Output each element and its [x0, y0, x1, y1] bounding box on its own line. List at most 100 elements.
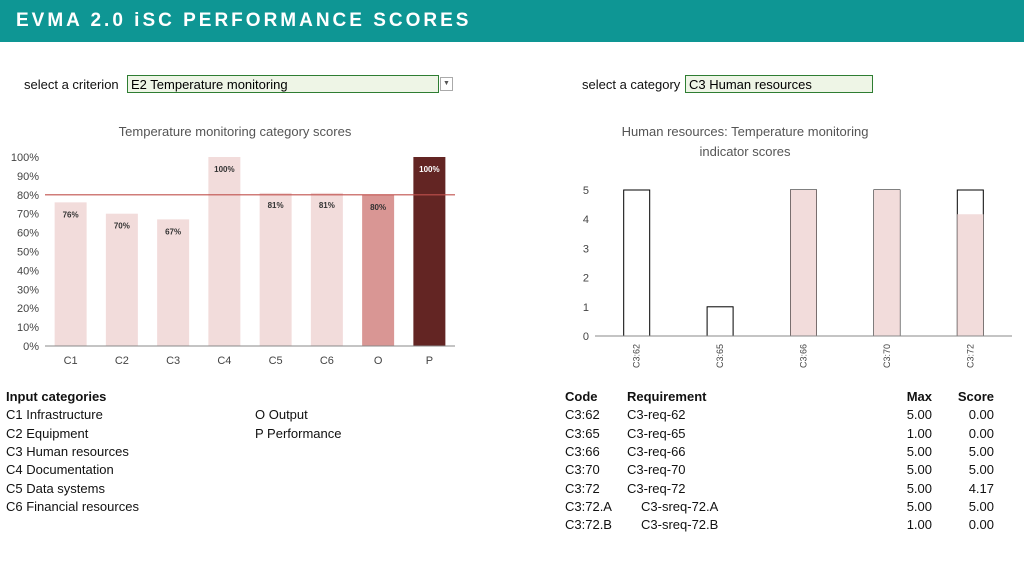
chart-title: Human resources: Temperature monitoring …: [621, 124, 869, 159]
x-tick-label: C1: [64, 355, 78, 367]
x-tick-label: C6: [320, 355, 334, 367]
page-title: EVMA 2.0 iSC PERFORMANCE SCORES: [16, 10, 472, 31]
x-tick-label: P: [426, 355, 433, 367]
data-label: 70%: [114, 222, 130, 231]
table-cell: C3-req-72: [627, 480, 686, 496]
bar: [623, 189, 651, 337]
y-tick-label: 5: [583, 185, 589, 197]
data-label: 100%: [214, 165, 234, 174]
bar: [957, 214, 984, 336]
x-tick-label: C4: [217, 355, 231, 367]
table-cell: C3-sreq-72.A: [641, 498, 719, 514]
table-cell: C3-req-70: [627, 462, 686, 478]
table-cell: C3:65: [565, 425, 600, 441]
table-header: Score: [957, 389, 994, 404]
table-header: Max: [906, 389, 932, 404]
table-cell: 5.00: [906, 407, 932, 423]
y-tick-label: 30%: [17, 284, 39, 296]
bar: [413, 157, 446, 346]
list-item: O Output: [255, 407, 308, 423]
y-tick-label: 0: [583, 331, 589, 343]
table-cell: C3:72.A: [565, 498, 612, 514]
data-label: 76%: [63, 210, 79, 219]
category-label: select a category: [582, 77, 681, 92]
table-cell: C3:72.B: [565, 517, 612, 533]
y-tick-label: 70%: [17, 209, 39, 221]
list-item: C3 Human resources: [6, 443, 129, 459]
x-tick-label: C3: [166, 355, 180, 367]
bar: [105, 213, 138, 346]
y-tick-label: 3: [583, 243, 589, 255]
y-tick-label: 2: [583, 273, 589, 285]
table-cell: 5.00: [906, 443, 932, 459]
y-tick-label: 80%: [17, 190, 39, 202]
list-item: C6 Financial resources: [6, 498, 139, 514]
data-label: 81%: [319, 201, 335, 210]
y-tick-label: 20%: [17, 303, 39, 315]
table-cell: C3:62: [565, 407, 600, 423]
table-cell: 5.00: [968, 443, 994, 459]
x-tick-label: C3:62: [632, 344, 642, 368]
chart-title: Temperature monitoring category scores: [118, 124, 352, 139]
table-cell: 1.00: [906, 425, 932, 441]
list-item: C2 Equipment: [6, 425, 89, 441]
list-title: Input categories: [6, 389, 107, 404]
data-label: 67%: [165, 227, 181, 236]
table-cell: 5.00: [968, 462, 994, 478]
table-cell: 0.00: [968, 517, 994, 533]
x-tick-label: C5: [269, 355, 283, 367]
criterion-select[interactable]: E2 Temperature monitoring: [127, 75, 439, 93]
table-cell: C3:70: [565, 462, 600, 478]
criterion-label: select a criterion: [24, 77, 119, 92]
table-cell: 5.00: [906, 480, 932, 496]
bar: [208, 157, 241, 346]
bar: [706, 306, 734, 337]
x-tick-label: C3:70: [882, 344, 892, 368]
data-label: 80%: [370, 203, 386, 212]
list-item: C1 Infrastructure: [6, 407, 103, 423]
bar: [157, 219, 190, 346]
table-cell: C3-sreq-72.B: [641, 517, 719, 533]
table-header: Requirement: [627, 389, 707, 404]
table-cell: 5.00: [968, 498, 994, 514]
bar: [362, 194, 395, 346]
dropdown-arrow[interactable]: ▼: [440, 77, 453, 91]
data-label: 81%: [268, 201, 284, 210]
bar: [54, 202, 87, 346]
table-cell: C3-req-66: [627, 443, 686, 459]
bar: [790, 190, 817, 336]
table-cell: 5.00: [906, 498, 932, 514]
table-header: Code: [565, 389, 598, 404]
list-item: C5 Data systems: [6, 480, 105, 496]
list-item: P Performance: [255, 425, 342, 441]
table-cell: 0.00: [968, 425, 994, 441]
table-cell: C3:66: [565, 443, 600, 459]
table-cell: 1.00: [906, 517, 932, 533]
y-tick-label: 10%: [17, 322, 39, 334]
y-tick-label: 60%: [17, 228, 39, 240]
charts: 0% 10% 20% 30% 40% 50% 60% 70% 80% 90% 100% C1 76% C2…: [11, 152, 1012, 368]
table-cell: C3-req-65: [627, 425, 686, 441]
y-tick-label: 50%: [17, 247, 39, 259]
bar: [259, 192, 292, 346]
y-tick-label: 4: [583, 214, 589, 226]
table-cell: C3:72: [565, 480, 600, 496]
y-tick-label: 0%: [23, 341, 39, 353]
table-cell: 5.00: [906, 462, 932, 478]
x-tick-label: C3:72: [965, 344, 975, 368]
table-cell: 0.00: [968, 407, 994, 423]
y-tick-label: 100%: [11, 152, 39, 164]
list-item: C4 Documentation: [6, 462, 114, 478]
x-tick-label: C3:65: [715, 344, 725, 368]
table-cell: 4.17: [968, 480, 994, 496]
data-label: 100%: [419, 165, 439, 174]
x-tick-label: O: [374, 355, 383, 367]
x-tick-label: C3:66: [799, 344, 809, 368]
header-bar: EVMA 2.0 iSC PERFORMANCE SCORES: [0, 0, 1024, 42]
y-tick-label: 90%: [17, 171, 39, 183]
y-tick-label: 1: [583, 302, 589, 314]
table-cell: C3-req-62: [627, 407, 686, 423]
x-tick-label: C2: [115, 355, 129, 367]
category-select[interactable]: C3 Human resources: [685, 75, 873, 93]
